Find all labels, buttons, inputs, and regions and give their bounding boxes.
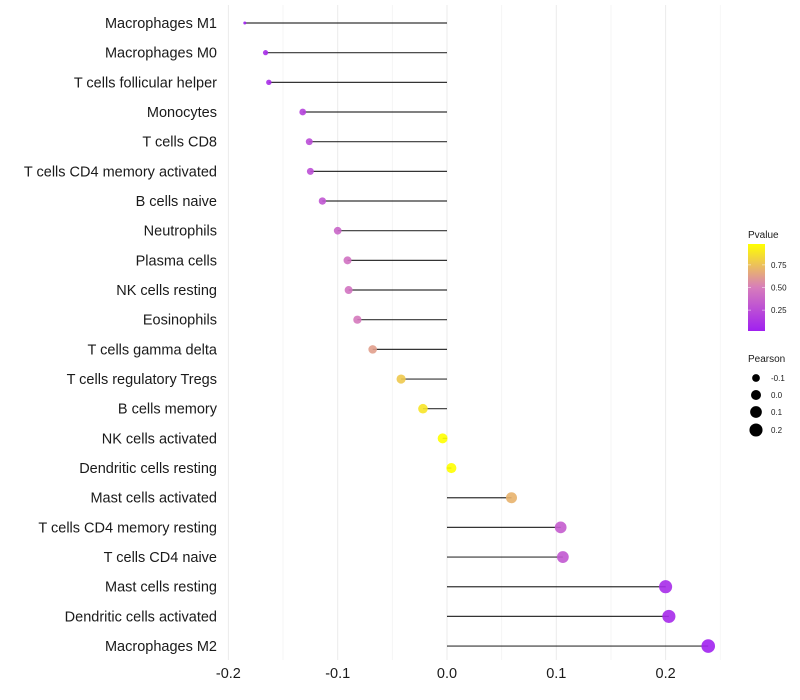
lollipop-point	[396, 374, 406, 384]
pearson-legend-label: 0.2	[771, 426, 783, 435]
y-axis-label: B cells memory	[118, 402, 218, 418]
y-axis-label: Macrophages M2	[105, 639, 217, 655]
pearson-legend-key	[750, 389, 762, 401]
x-axis-tick-label: -0.2	[216, 666, 241, 682]
y-axis-label: T cells CD4 naive	[104, 550, 217, 566]
y-axis-label: Monocytes	[147, 105, 217, 121]
y-axis-label: Macrophages M1	[105, 16, 217, 32]
lollipop-segments	[244, 22, 709, 647]
y-axis-label: NK cells resting	[116, 283, 217, 299]
y-axis-label: NK cells activated	[102, 431, 217, 447]
y-axis-label: Dendritic cells resting	[79, 461, 217, 477]
colorbar-tick-label: 0.75	[771, 261, 787, 270]
lollipop-point	[368, 345, 377, 354]
y-axis-label: Dendritic cells activated	[65, 609, 217, 625]
x-axis-tick-label: -0.1	[325, 666, 350, 682]
lollipop-point	[305, 138, 313, 146]
lollipop-point	[262, 50, 269, 56]
pvalue-colorbar-ticks: 0.25 0.50 0.75	[748, 261, 787, 315]
pvalue-legend-title: Pvalue	[748, 230, 779, 241]
lollipop-point	[306, 167, 314, 175]
y-axis-labels: Macrophages M1 Macrophages M0 T cells foll…	[24, 16, 218, 655]
pearson-legend-keys: -0.1 0.0 0.1 0.2	[749, 374, 785, 437]
y-axis-label: T cells CD4 memory resting	[38, 520, 217, 536]
pearson-legend-label: -0.1	[771, 374, 785, 383]
lollipop-point	[318, 197, 327, 205]
y-axis-label: T cells follicular helper	[74, 75, 217, 91]
y-axis-label: B cells naive	[136, 194, 217, 210]
lollipop-point	[418, 403, 428, 414]
grid-lines	[227, 5, 721, 660]
y-axis-label: Mast cells activated	[90, 491, 217, 507]
lollipop-point	[353, 315, 362, 324]
pvalue-legend: Pvalue 0.25 0.50 0.75	[748, 230, 787, 331]
lollipop-point	[659, 580, 673, 594]
y-axis-label: Macrophages M0	[105, 46, 217, 62]
y-axis-label: T cells regulatory Tregs	[67, 372, 217, 388]
colorbar-tick-label: 0.25	[771, 306, 787, 315]
x-axis-tick-label: 0.0	[437, 666, 457, 682]
x-axis-tick-label: 0.1	[546, 666, 566, 682]
lollipop-point	[243, 21, 247, 25]
y-axis-label: Neutrophils	[144, 224, 217, 240]
lollipop-point	[662, 609, 676, 623]
lollipop-point	[554, 521, 567, 534]
lollipop-point	[266, 79, 272, 86]
x-axis-tick-label: 0.2	[656, 666, 676, 682]
lollipop-point	[556, 551, 569, 563]
pearson-legend-label: 0.0	[771, 391, 783, 400]
lollipop-point	[299, 108, 307, 116]
pearson-legend-title: Pearson	[748, 354, 785, 365]
y-axis-label: T cells CD8	[142, 135, 217, 151]
y-axis-label: Plasma cells	[136, 253, 217, 269]
pearson-legend-label: 0.1	[771, 408, 783, 417]
x-axis-labels: -0.2 -0.1 0.0 0.1 0.2	[216, 666, 676, 682]
lollipop-point	[505, 492, 518, 504]
pearson-legend-key	[750, 406, 762, 418]
lollipop-point	[333, 226, 342, 235]
lollipop-point	[701, 639, 716, 653]
lollipop-point	[343, 256, 352, 265]
y-axis-label: T cells CD4 memory activated	[24, 164, 217, 180]
pearson-legend: Pearson -0.1 0.0 0.1 0.2	[748, 354, 785, 437]
pvalue-colorbar	[748, 244, 765, 331]
pearson-legend-key	[752, 374, 760, 382]
pearson-legend-key	[749, 423, 763, 437]
lollipop-point	[344, 286, 353, 295]
y-axis-label: T cells gamma delta	[88, 342, 218, 358]
lollipop-point	[446, 463, 457, 474]
colorbar-tick-label: 0.50	[771, 284, 787, 293]
lollipop-point	[437, 433, 448, 444]
y-axis-label: Eosinophils	[143, 313, 217, 329]
y-axis-label: Mast cells resting	[105, 580, 217, 596]
lollipop-points	[243, 21, 716, 653]
